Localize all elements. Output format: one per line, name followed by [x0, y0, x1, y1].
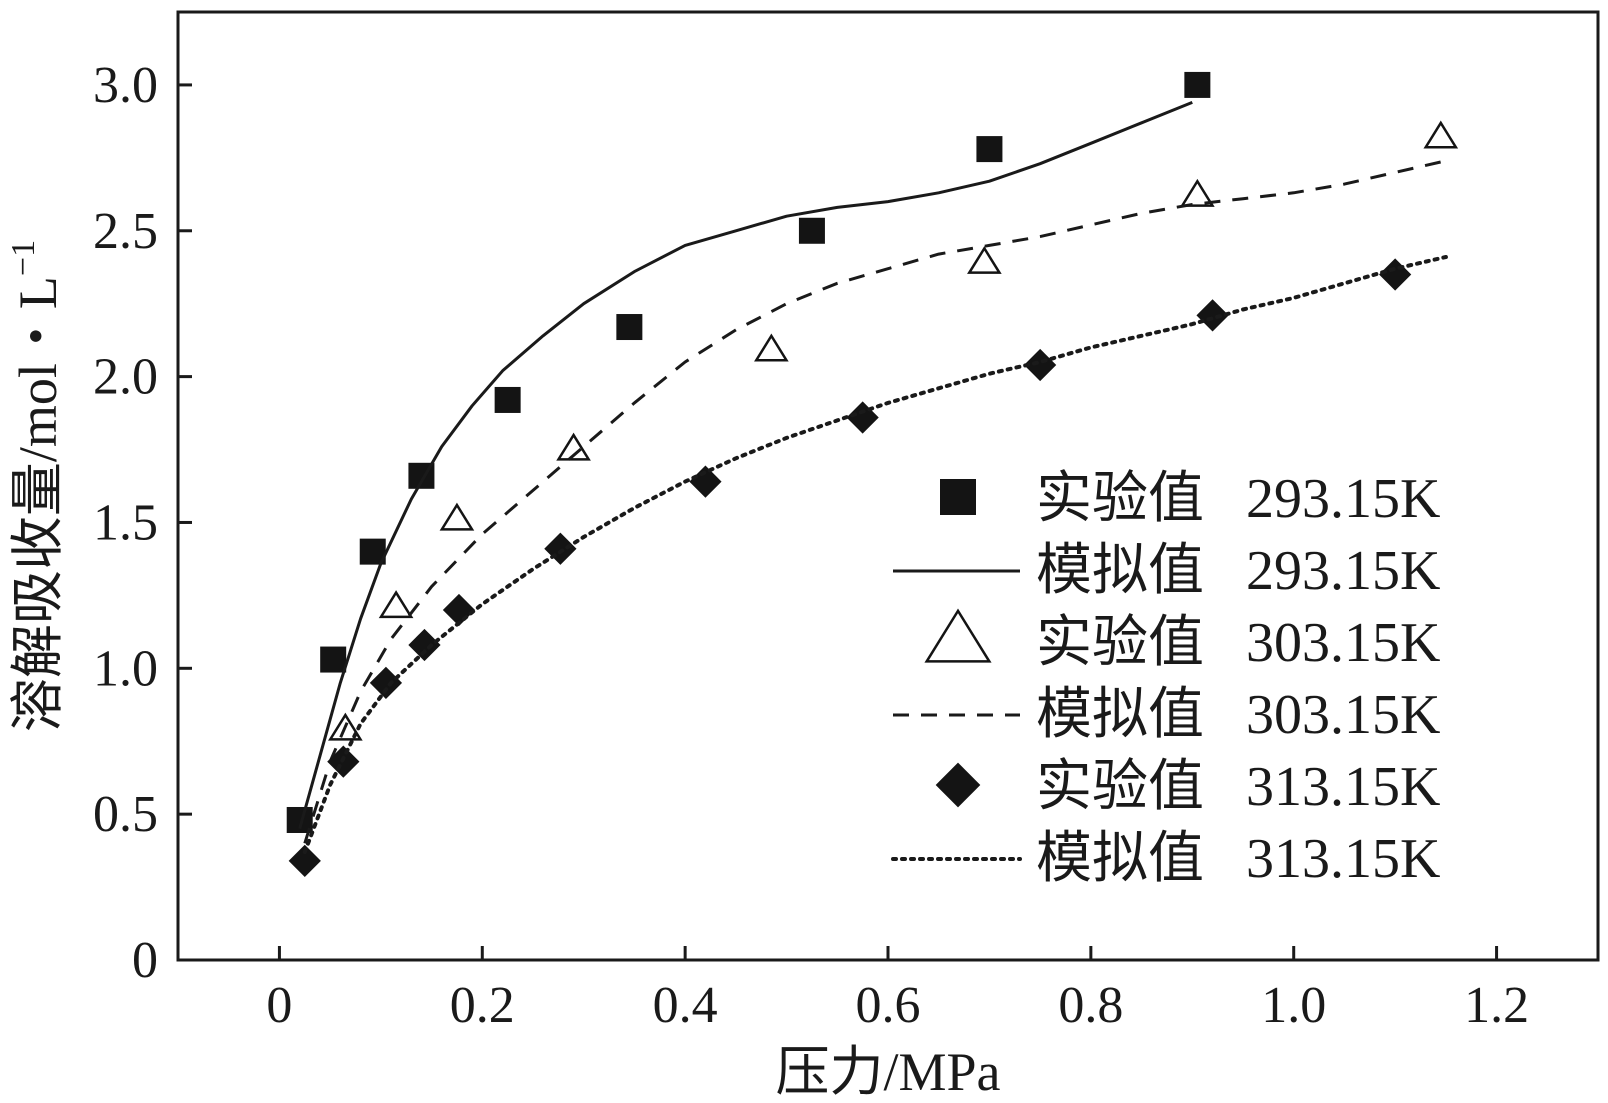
- triangle-marker: [1180, 178, 1215, 207]
- legend-temperature: 303.15K: [1246, 612, 1440, 674]
- diamond-marker: [935, 762, 981, 808]
- y-tick-label: 1.0: [93, 640, 158, 697]
- square-marker: [494, 386, 521, 413]
- series-layer: [286, 71, 1459, 877]
- diamond-marker: [689, 465, 722, 498]
- diamond-marker: [369, 666, 403, 700]
- y-tick-label: 2.0: [93, 349, 158, 406]
- y-tick-label: 2.5: [93, 203, 158, 260]
- diamond-marker: [1196, 299, 1229, 332]
- legend-temperature: 303.15K: [1246, 684, 1440, 746]
- y-axis-title-main: 溶解吸收量/mol・L: [8, 276, 68, 732]
- x-tick-label: 0.2: [450, 977, 515, 1034]
- legend-entry: 实验值 313.15K: [935, 756, 1440, 818]
- triangle-marker: [967, 245, 1002, 274]
- series-line-solid: [298, 101, 1193, 830]
- legend-entry: 模拟值 303.15K: [893, 684, 1440, 746]
- legend-label: 模拟值: [1036, 540, 1204, 602]
- series-2-points: [328, 120, 1459, 741]
- series-1-line: [298, 101, 1193, 830]
- square-marker: [1184, 71, 1211, 98]
- y-tick-label: 3.0: [93, 57, 158, 114]
- legend-label: 实验值: [1036, 612, 1204, 674]
- y-axis-title-superscript: −1: [5, 240, 42, 276]
- diamond-marker: [1024, 348, 1057, 382]
- legend-label: 模拟值: [1036, 684, 1204, 746]
- legend-temperature: 293.15K: [1246, 468, 1440, 530]
- series-5-line: [302, 255, 1448, 855]
- y-tick-label: 1.5: [93, 494, 158, 551]
- legend-temperature: 313.15K: [1246, 828, 1440, 890]
- x-tick-label: 0: [266, 977, 292, 1034]
- square-marker: [976, 136, 1003, 163]
- x-axis-title: 压力/MPa: [775, 1042, 1000, 1102]
- legend-entry: 模拟值 313.15K: [891, 828, 1440, 890]
- triangle-marker: [754, 333, 789, 362]
- legend-entry: 模拟值 293.15K: [893, 540, 1440, 602]
- legend-temperature: 293.15K: [1246, 540, 1440, 602]
- legend-label: 实验值: [1036, 756, 1204, 818]
- diamond-marker: [846, 401, 879, 434]
- triangle-marker: [556, 432, 591, 461]
- x-tick-label: 1.0: [1261, 977, 1326, 1034]
- x-tick-label: 0.4: [653, 977, 718, 1034]
- legend-entry: 实验值 303.15K: [924, 608, 1440, 674]
- series-line-dotted: [302, 255, 1448, 855]
- diamond-marker: [1379, 258, 1412, 291]
- diamond-marker: [544, 532, 577, 565]
- y-axis-title: 溶解吸收量/mol・L−1: [5, 240, 68, 732]
- y-axis: 0 0.5 1.0 1.5 2.0 2.5 3.0: [93, 57, 192, 989]
- triangle-marker: [1423, 120, 1459, 149]
- triangle-marker: [378, 590, 414, 619]
- legend-label: 实验值: [1036, 468, 1204, 530]
- square-marker: [320, 646, 347, 673]
- y-tick-label: 0: [132, 932, 158, 989]
- x-tick-label: 0.8: [1058, 977, 1123, 1034]
- series-4-points: [288, 258, 1412, 877]
- x-tick-label: 0.6: [856, 977, 921, 1034]
- series-line-dashed: [303, 159, 1447, 844]
- legend-temperature: 313.15K: [1246, 756, 1440, 818]
- triangle-marker: [439, 502, 475, 531]
- triangle-marker: [924, 608, 992, 663]
- square-marker: [798, 217, 825, 244]
- x-axis: 0 0.2 0.4 0.6 0.8 1.0 1.2: [266, 946, 1529, 1034]
- series-3-line: [303, 159, 1447, 844]
- y-tick-label: 0.5: [93, 786, 158, 843]
- square-marker: [616, 314, 643, 341]
- square-marker: [940, 479, 976, 515]
- diamond-marker: [288, 844, 321, 877]
- legend: 实验值 293.15K 模拟值 293.15K 实验值 303.15K 模拟值 303.15K…: [891, 468, 1440, 890]
- legend-entry: 实验值 293.15K: [940, 468, 1440, 530]
- legend-label: 模拟值: [1036, 828, 1204, 890]
- x-tick-label: 1.2: [1464, 977, 1529, 1034]
- diamond-marker: [408, 628, 441, 662]
